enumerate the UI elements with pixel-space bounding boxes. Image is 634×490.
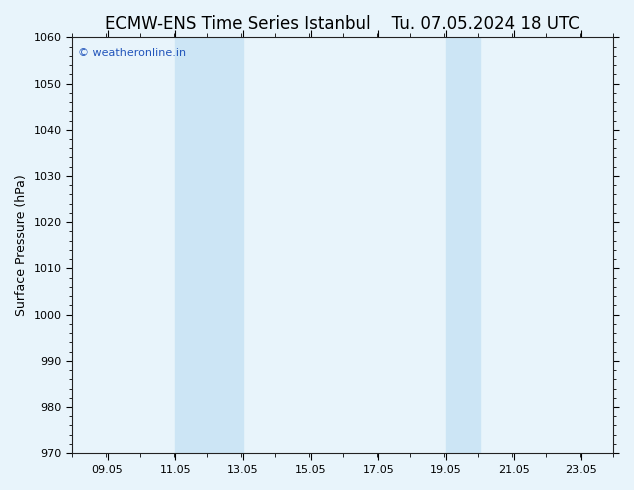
Bar — [175, 37, 243, 453]
Bar — [446, 37, 480, 453]
Text: © weatheronline.in: © weatheronline.in — [77, 48, 186, 58]
Title: ECMW-ENS Time Series Istanbul    Tu. 07.05.2024 18 UTC: ECMW-ENS Time Series Istanbul Tu. 07.05.… — [105, 15, 580, 33]
Y-axis label: Surface Pressure (hPa): Surface Pressure (hPa) — [15, 174, 28, 316]
